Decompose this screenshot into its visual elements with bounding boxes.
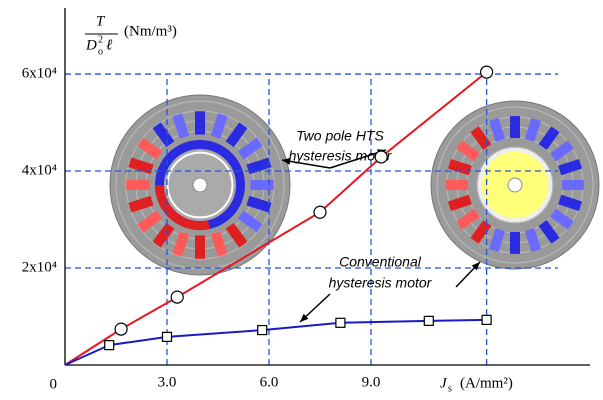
x-label-sub: s (448, 383, 452, 394)
motor-shaft (508, 178, 522, 192)
marker-square (336, 318, 345, 327)
x-label-units: (A/mm²) (460, 375, 513, 391)
marker-circle (115, 323, 127, 335)
motor-slot (195, 235, 205, 258)
marker-circle (171, 291, 183, 303)
motor-shaft (193, 178, 207, 192)
marker-circle (375, 151, 387, 163)
y-label-denominator: D (85, 37, 97, 53)
chart: 0 2x10⁴ 4x10⁴ 6x10⁴ 3.0 6.0 9.0 TD2oℓ (Nm/m³) Js (… (0, 0, 603, 400)
motor-slot (195, 111, 205, 134)
origin-connector (65, 345, 109, 365)
x-tick-label: 6.0 (260, 374, 279, 390)
x-label-symbol: J (440, 375, 448, 391)
y-label-tail: ℓ (106, 37, 112, 53)
annotation: Conventional (339, 254, 422, 270)
y-tick-label: 2x10⁴ (22, 259, 57, 275)
marker-square (163, 332, 172, 341)
y-tick-label: 0 (50, 376, 58, 392)
marker-square (424, 316, 433, 325)
motor-slot (562, 180, 584, 190)
marker-circle (314, 206, 326, 218)
x-tick-label: 3.0 (158, 374, 177, 390)
marker-square (105, 341, 114, 350)
y-tick-label: 6x10⁴ (22, 65, 57, 81)
marker-circle (481, 66, 493, 78)
y-label-sub: o (98, 46, 103, 57)
x-tick-label: 9.0 (362, 374, 381, 390)
y-label-units: (Nm/m³) (124, 23, 177, 39)
annotation: Two pole HTS (296, 128, 384, 144)
marker-square (258, 326, 267, 335)
marker-square (482, 315, 491, 324)
y-label-sup: 2 (98, 34, 103, 45)
y-tick-label: 4x10⁴ (22, 162, 57, 178)
y-label-numerator: T (96, 13, 106, 29)
motor-slot (446, 180, 468, 190)
motor-slot (250, 180, 273, 190)
motor-slot (126, 180, 149, 190)
annotation: hysteresis motor (329, 275, 433, 291)
motor-slot (510, 232, 520, 254)
motor-slot (510, 116, 520, 138)
